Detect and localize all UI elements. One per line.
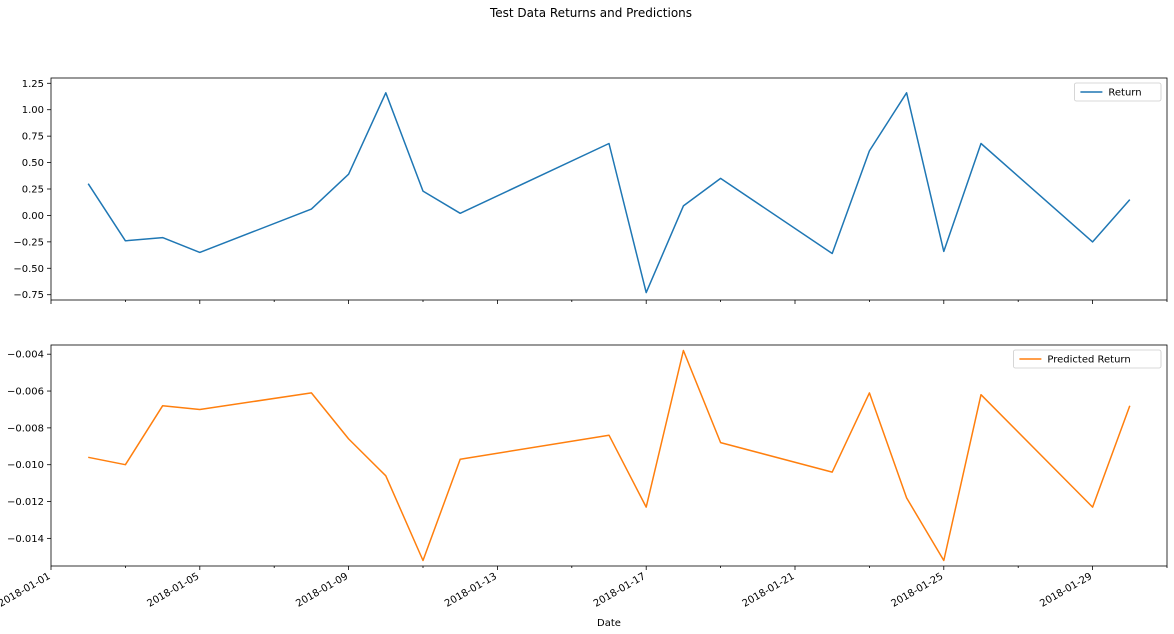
y-tick-label: −0.006 <box>7 387 44 398</box>
y-tick-label: −0.50 <box>13 264 44 275</box>
y-tick-label: −0.008 <box>7 423 44 434</box>
x-axis-label: Date <box>597 618 621 629</box>
y-tick-label: 0.00 <box>22 211 44 222</box>
legend: Predicted Return <box>1013 349 1162 369</box>
y-tick-label: 0.75 <box>22 132 44 143</box>
returns-panel: −0.75 −0.50 −0.25 0.00 0.25 0.50 0.75 1.00 1.25 R… <box>13 77 1168 304</box>
legend: Return <box>1074 82 1162 102</box>
series-line-return <box>87 92 1131 294</box>
x-tick-label: 2018-01-29 <box>1038 571 1094 610</box>
y-tick-label: −0.010 <box>7 460 44 471</box>
legend-box <box>1074 82 1162 102</box>
y-tick-label: −0.75 <box>13 290 44 301</box>
plot-frame <box>50 77 1168 301</box>
y-tick-label: −0.012 <box>7 497 44 508</box>
legend-label: Predicted Return <box>1047 355 1130 366</box>
x-tick-label: 2018-01-13 <box>443 571 499 610</box>
predicted-returns-panel: −0.014 −0.012 −0.010 −0.008 −0.006 −0.004 2018… <box>0 344 1168 610</box>
y-tick-label: −0.004 <box>7 350 44 361</box>
plot-frame <box>50 344 1168 567</box>
x-tick-label: 2018-01-17 <box>592 571 648 610</box>
y-tick-label: 1.25 <box>22 79 44 90</box>
y-tick-label: −0.014 <box>7 534 44 545</box>
x-tick-label: 2018-01-01 <box>0 571 53 610</box>
x-tick-label: 2018-01-09 <box>294 571 350 610</box>
y-tick-label: 0.25 <box>22 185 44 196</box>
x-tick-label: 2018-01-21 <box>741 571 797 610</box>
y-tick-label: 0.50 <box>22 158 44 169</box>
x-tick-label: 2018-01-25 <box>889 571 945 610</box>
chart-title: Test Data Returns and Predictions <box>489 6 692 20</box>
x-tick-label: 2018-01-05 <box>145 571 201 610</box>
y-tick-label: 1.00 <box>22 105 44 116</box>
y-tick-label: −0.25 <box>13 237 44 248</box>
series-line-predicted-return <box>88 349 1131 562</box>
legend-box <box>1013 349 1162 369</box>
legend-label: Return <box>1108 88 1141 99</box>
